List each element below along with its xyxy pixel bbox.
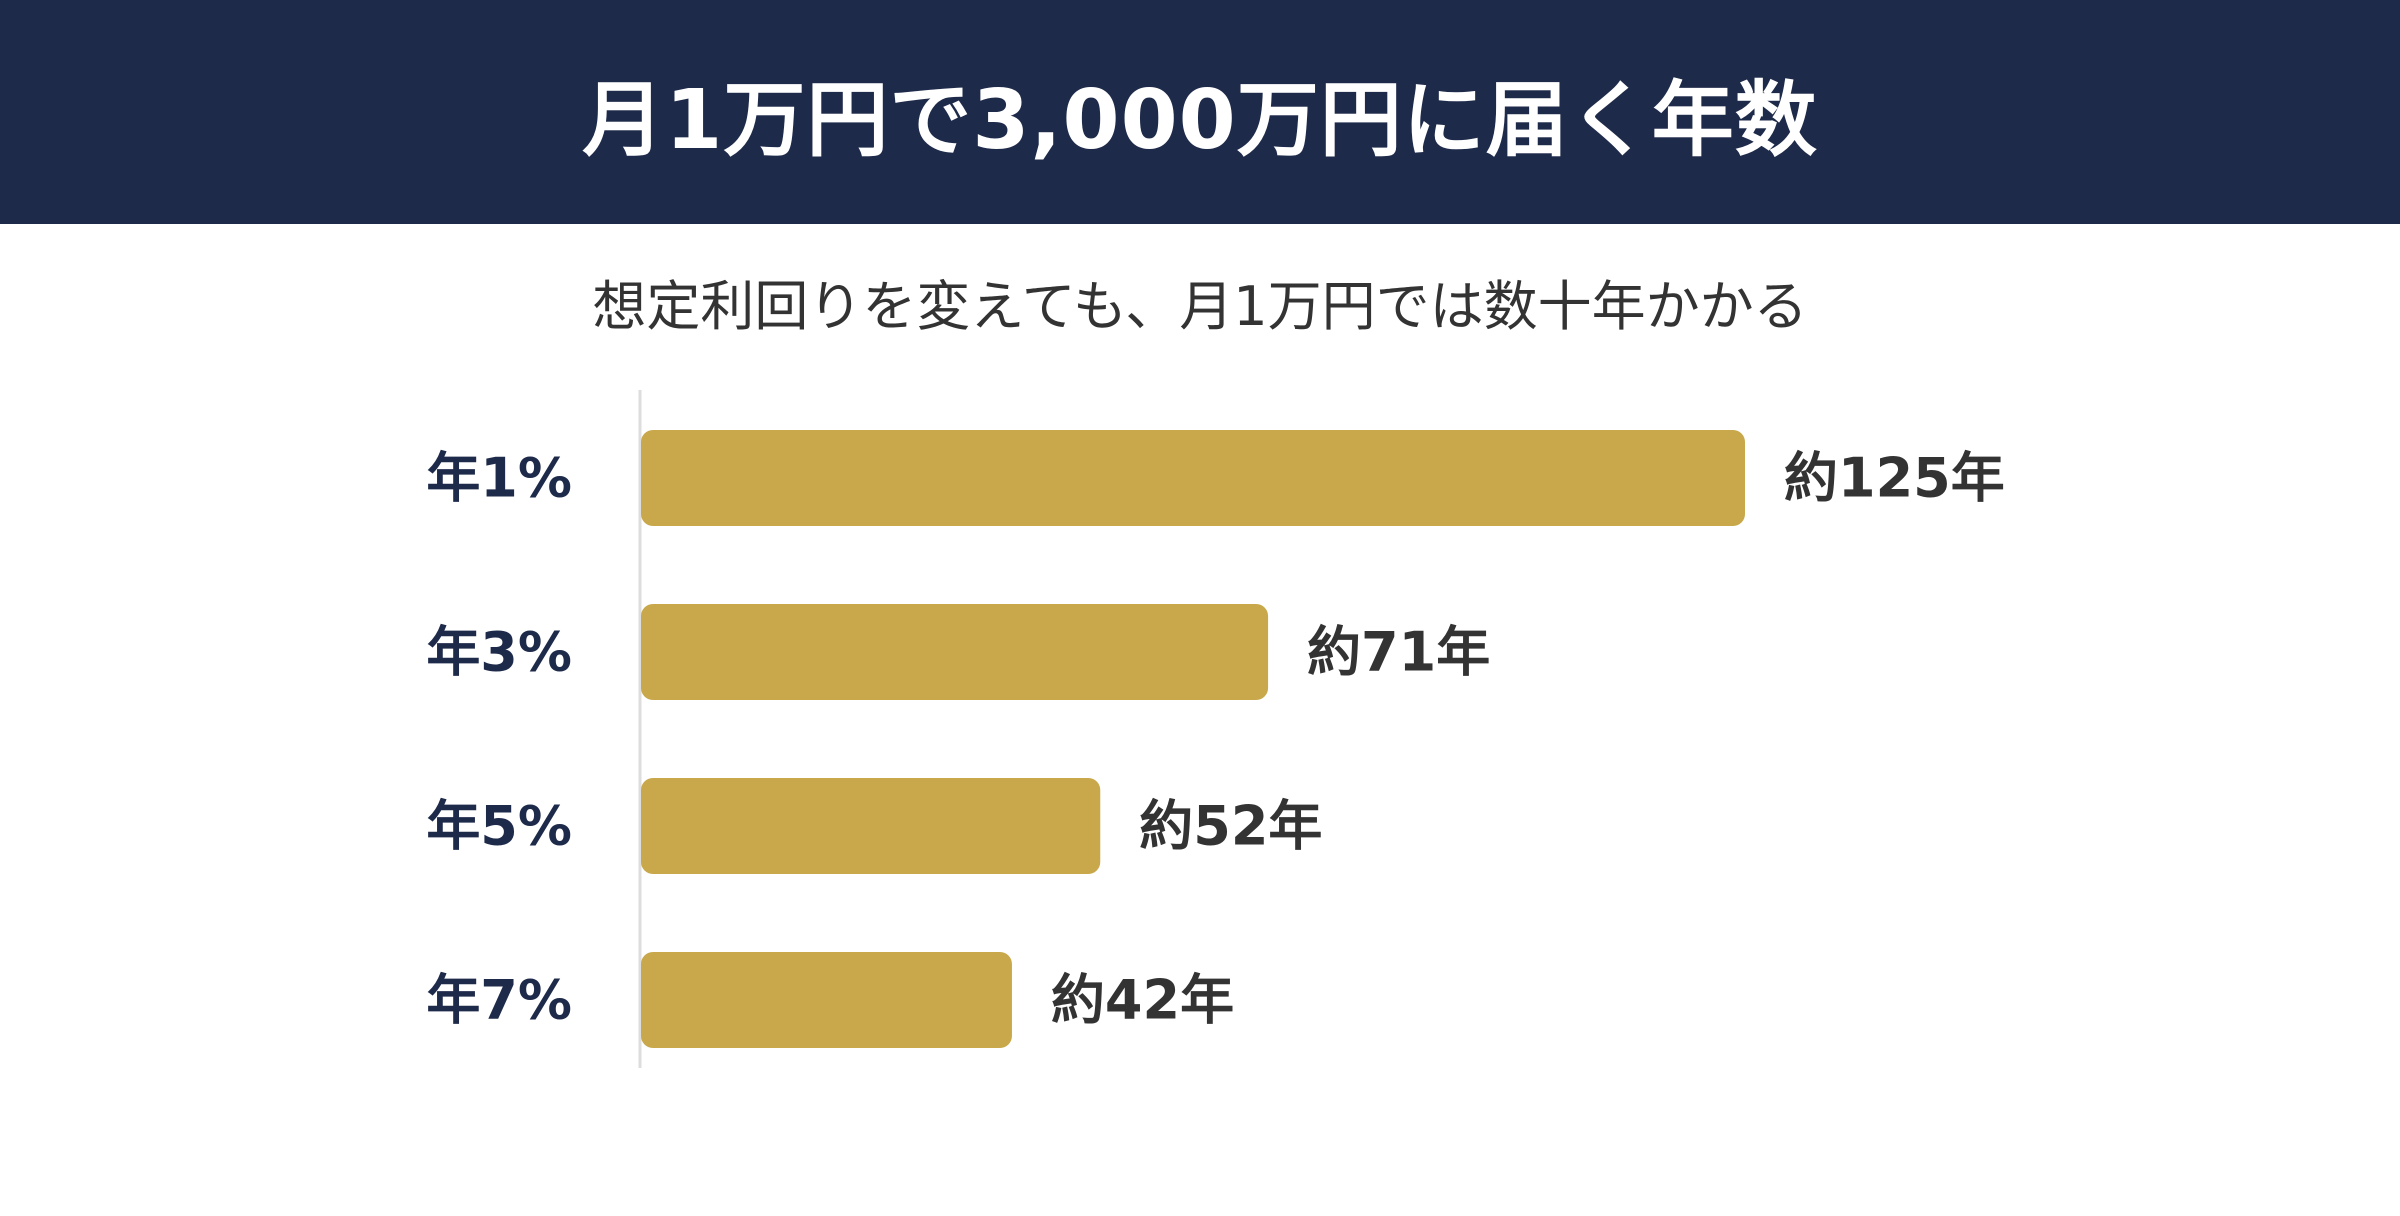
category-label-2: 年3%	[426, 621, 572, 684]
value-label-3: 約52年	[1139, 795, 1322, 858]
bar-4	[641, 952, 1012, 1048]
header-banner: 月1万円で3,000万円に届く年数	[0, 0, 2400, 224]
bar-3	[641, 778, 1101, 874]
bar-2	[641, 604, 1269, 700]
chart-subtitle: 想定利回りを変えても、月1万円では数十年かかる	[592, 275, 1808, 338]
chart-title: 月1万円で3,000万円に届く年数	[582, 72, 1818, 168]
value-label-1: 約125年	[1784, 447, 2005, 510]
category-label-4: 年7%	[426, 969, 572, 1032]
value-label-4: 約42年	[1051, 969, 1234, 1032]
category-label-1: 年1%	[426, 447, 572, 510]
value-label-2: 約71年	[1307, 621, 1490, 684]
category-label-3: 年5%	[426, 795, 572, 858]
bar-1	[641, 430, 1745, 526]
